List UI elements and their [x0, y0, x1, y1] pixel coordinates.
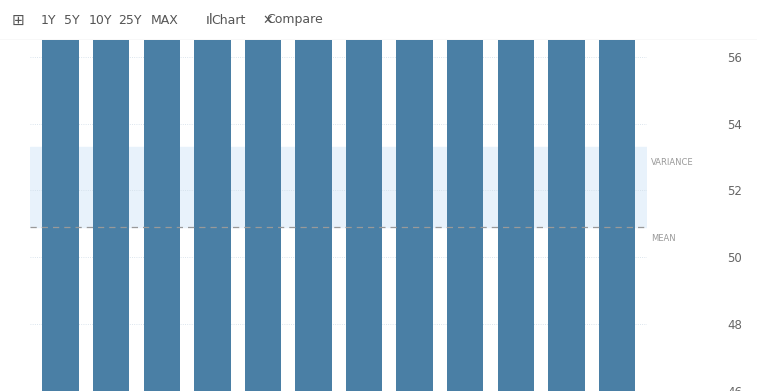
Bar — [447, 0, 484, 391]
Bar — [42, 0, 79, 391]
Bar — [194, 0, 231, 391]
Bar — [30, 147, 647, 227]
Bar — [346, 0, 382, 391]
Text: Compare: Compare — [266, 14, 323, 27]
Text: ıl: ıl — [206, 13, 214, 27]
Text: VARIANCE: VARIANCE — [651, 158, 693, 167]
Text: MAX: MAX — [151, 14, 179, 27]
Bar — [144, 0, 180, 391]
Text: 5Y: 5Y — [64, 14, 79, 27]
Text: 10Y: 10Y — [89, 14, 112, 27]
Text: Chart: Chart — [210, 14, 245, 27]
Bar — [599, 0, 635, 391]
Bar — [295, 0, 332, 391]
Text: 1Y: 1Y — [40, 14, 56, 27]
Text: 25Y: 25Y — [118, 14, 142, 27]
Text: ✕: ✕ — [263, 14, 273, 27]
Bar — [497, 0, 534, 391]
Bar — [397, 0, 433, 391]
Bar — [245, 0, 281, 391]
Text: ⊞: ⊞ — [11, 13, 24, 27]
Bar — [548, 0, 584, 391]
Bar — [93, 0, 129, 391]
Text: MEAN: MEAN — [651, 235, 676, 244]
